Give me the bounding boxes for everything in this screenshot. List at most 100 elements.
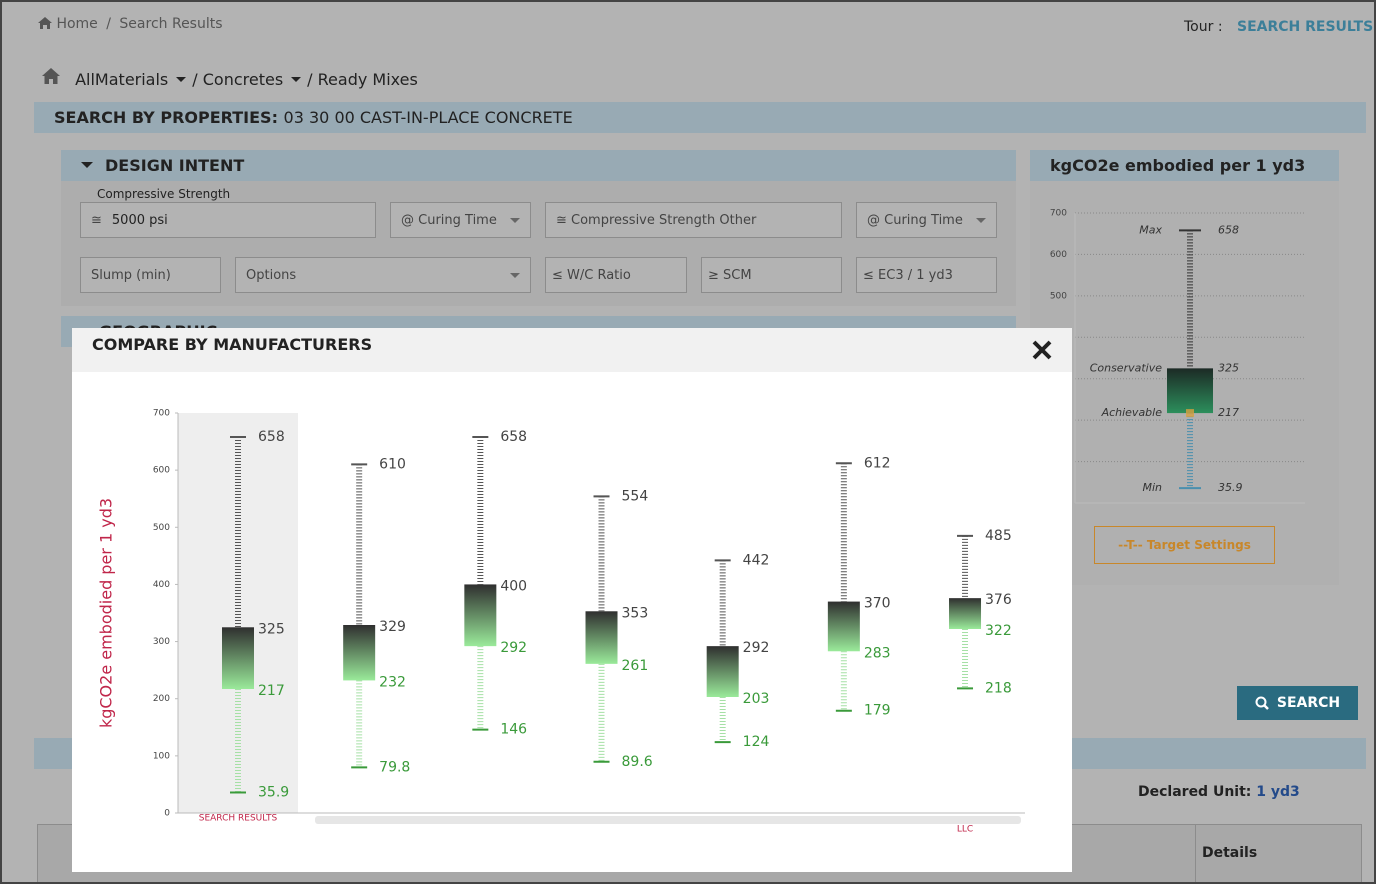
input-text: ≤ W/C Ratio: [552, 267, 631, 283]
input-text: ≅ Compressive Strength Other: [556, 212, 757, 228]
box: [343, 625, 376, 681]
modal-header: COMPARE BY MANUFACTURERS: [72, 328, 1072, 372]
value-label: 35.9: [258, 784, 289, 800]
input[interactable]: ≤ EC3 / 1 yd3: [856, 257, 997, 293]
y-tick-label: 0: [164, 809, 170, 819]
x-tick-label: LLC: [957, 825, 973, 835]
y-tick-label: 400: [153, 580, 170, 590]
category[interactable]: Ready Mixes: [317, 70, 418, 89]
declared-unit-label: Declared Unit:: [1138, 784, 1252, 800]
button-text: --T-- Target Settings: [1118, 538, 1251, 552]
search-button[interactable]: SEARCH: [1237, 686, 1358, 720]
field-value: 5000 psi: [111, 212, 168, 228]
side-chart: 010020030040050060070065832521735.9MaxCo…: [1050, 209, 1305, 509]
box: [706, 646, 739, 697]
y-tick-label: 500: [1050, 291, 1067, 301]
search-header-value: 03 30 00 CAST-IN-PLACE CONCRETE: [283, 108, 573, 127]
value-label: 376: [985, 592, 1012, 608]
select[interactable]: @ Curing Time: [856, 202, 997, 238]
tour-link[interactable]: SEARCH RESULTS: [1237, 19, 1374, 35]
y-tick-label: 700: [153, 409, 170, 419]
y-tick-label: 600: [153, 466, 170, 476]
input[interactable]: ≥ SCM: [701, 257, 842, 293]
close-button[interactable]: [1031, 339, 1053, 361]
crumb[interactable]: Search Results: [119, 16, 223, 32]
box: [1167, 368, 1213, 414]
modal: COMPARE BY MANUFACTURERS 0 100 200 300 400 50…: [72, 328, 1072, 872]
strength-field[interactable]: ≅ 5000 psi: [80, 202, 376, 238]
select[interactable]: @ Curing Time: [390, 202, 531, 238]
point-label: Achievable: [1101, 406, 1163, 419]
button-text: SEARCH: [1276, 695, 1341, 711]
value-label: 261: [622, 658, 649, 674]
declared-unit: Declared Unit: 1 yd3: [1138, 784, 1300, 800]
value-label: 203: [743, 691, 770, 707]
value-label: 146: [500, 722, 527, 738]
y-tick-label: 500: [153, 523, 170, 533]
separator: /: [106, 16, 111, 32]
input-text: Slump (min): [91, 267, 171, 283]
achievable-marker: [1186, 409, 1194, 418]
value-label: 283: [864, 645, 891, 661]
value-label: 610: [379, 456, 406, 472]
tour-label: Tour :: [1184, 19, 1223, 35]
value-label: 400: [500, 578, 527, 594]
column-divider: [1195, 825, 1196, 884]
separator: /: [192, 70, 198, 89]
column-header: Details: [1202, 845, 1258, 861]
value-label: 329: [379, 619, 406, 635]
value-label: 612: [864, 455, 891, 471]
home-icon: [38, 17, 52, 29]
breadcrumb: Home / Search Results: [38, 16, 223, 32]
value-label: 442: [743, 552, 770, 568]
value-label: 232: [379, 674, 406, 690]
crumb[interactable]: Home: [56, 16, 98, 32]
input[interactable]: ≤ W/C Ratio: [545, 257, 687, 293]
value-label: 89.6: [622, 754, 653, 770]
collapse-icon[interactable]: [81, 161, 93, 174]
value-label: 325: [258, 621, 285, 637]
y-tick-label: 600: [1050, 250, 1067, 260]
home-icon: [42, 68, 60, 84]
target-settings-button[interactable]: --T-- Target Settings: [1094, 526, 1275, 564]
box: [222, 627, 254, 689]
y-tick-label: 200: [153, 694, 170, 704]
x-tick-label: SEARCH RESULTS: [199, 814, 278, 824]
category[interactable]: Concretes: [202, 70, 284, 89]
search-header: SEARCH BY PROPERTIES: 03 30 00 CAST-IN-P…: [34, 102, 1366, 133]
value-label: 218: [985, 680, 1012, 696]
box: [464, 584, 497, 647]
input[interactable]: ≅ Compressive Strength Other: [545, 202, 842, 238]
value-label: 124: [743, 734, 770, 750]
value-label: 658: [1218, 223, 1239, 236]
select-text: Options: [246, 267, 297, 283]
dropdown-icon[interactable]: [176, 77, 187, 87]
value-label: 292: [500, 640, 527, 656]
y-tick-label: 100: [153, 751, 170, 761]
value-label: 217: [1218, 406, 1239, 419]
box: [949, 598, 982, 629]
separator: /: [307, 70, 313, 89]
category[interactable]: AllMaterials: [75, 70, 169, 89]
y-tick-label: 300: [153, 637, 170, 647]
value-label: 658: [500, 429, 527, 445]
select[interactable]: Options: [235, 257, 531, 293]
design-intent-header[interactable]: DESIGN INTENT: [61, 150, 1016, 181]
dropdown-icon[interactable]: [291, 77, 302, 87]
side-title: kgCO2e embodied per 1 yd3: [1050, 156, 1306, 175]
value-label: 370: [864, 596, 891, 612]
search-header-label: SEARCH BY PROPERTIES:: [54, 108, 278, 127]
input[interactable]: Slump (min): [80, 257, 221, 293]
value-label: 325: [1218, 361, 1239, 374]
field-label: Compressive Strength: [97, 187, 231, 201]
category-path: AllMaterials / Concretes / Ready Mixes: [42, 68, 418, 89]
declared-unit-value: 1 yd3: [1256, 784, 1300, 800]
side-header: kgCO2e embodied per 1 yd3: [1030, 150, 1339, 181]
value-label: 35.9: [1218, 481, 1243, 494]
scrollbar[interactable]: [315, 816, 1021, 824]
input-text: ≤ EC3 / 1 yd3: [863, 267, 953, 283]
value-label: 658: [258, 429, 285, 445]
value-label: 554: [622, 488, 649, 504]
